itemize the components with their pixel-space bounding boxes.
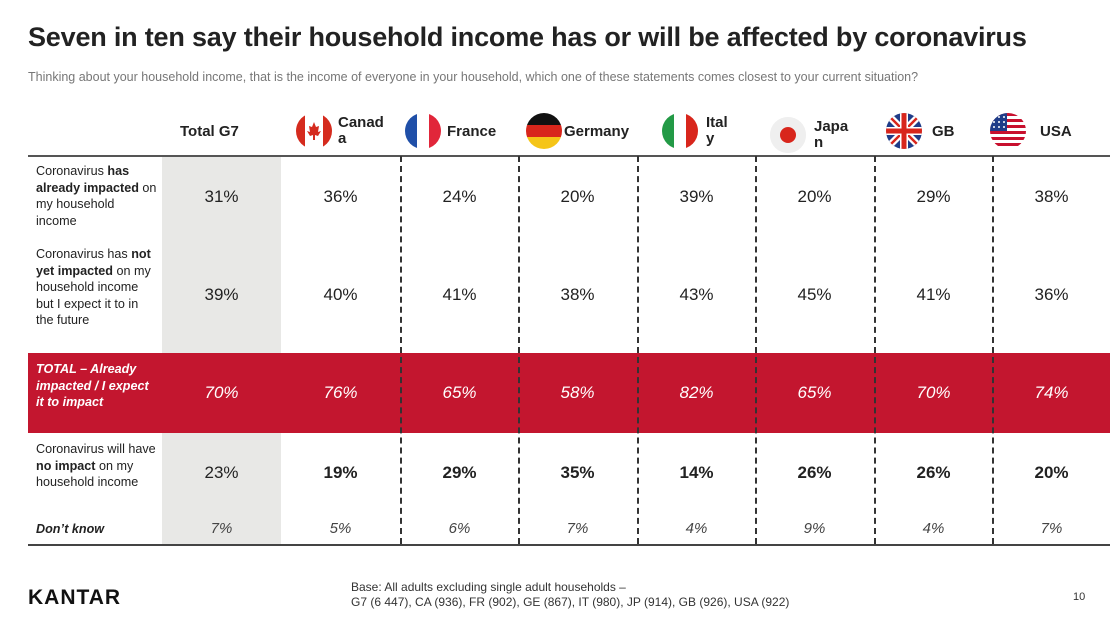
canada-flag-icon <box>296 113 332 149</box>
table-cell: 70% <box>204 383 239 402</box>
page-title: Seven in ten say their household income … <box>28 22 1027 52</box>
column-header-japan: Japa n <box>770 112 856 158</box>
column-header-label: GB <box>932 122 955 140</box>
table-cell: 43% <box>679 285 714 304</box>
table-cell: 26% <box>916 463 951 482</box>
table-cell: 7% <box>1040 520 1063 537</box>
table-cell: 58% <box>560 383 595 402</box>
row-label-dont-know: Don’t know <box>36 522 105 536</box>
table-cell: 41% <box>916 285 951 304</box>
table-bottom-border <box>28 544 1110 546</box>
table-cell: 38% <box>560 285 595 304</box>
column-header-gb: GB <box>886 108 955 154</box>
column-header-total-g7: Total G7 <box>180 108 239 154</box>
row-label-not-yet-impacted: Coronavirus has not yet impacted on my h… <box>36 247 151 327</box>
column-header-france: France <box>405 108 496 154</box>
table-cell: 14% <box>679 463 714 482</box>
row-label-no-impact: Coronavirus will have no impact on my ho… <box>36 442 156 489</box>
column-header-canada: Canad a <box>296 108 390 154</box>
table-cell: 65% <box>797 383 832 402</box>
column-header-label: France <box>447 122 497 140</box>
question-subtitle: Thinking about your household income, th… <box>28 70 919 84</box>
table-cell: 23% <box>204 463 239 482</box>
column-separator <box>874 156 876 544</box>
france-flag-icon <box>405 113 441 149</box>
table-cell: 35% <box>560 463 595 482</box>
table-cell: 20% <box>797 187 832 206</box>
table-cell: 40% <box>323 285 358 304</box>
table-cell: 45% <box>797 285 832 304</box>
table-cell: 4% <box>685 520 708 537</box>
column-separator <box>755 156 757 544</box>
table-cell: 20% <box>1034 463 1069 482</box>
base-note: Base: All adults excluding single adult … <box>351 580 789 610</box>
column-header-label: Canad a <box>338 114 384 147</box>
table-cell: 26% <box>797 463 832 482</box>
base-note-line-2: G7 (6 447), CA (936), FR (902), GE (867)… <box>351 595 790 609</box>
column-header-label: Germany <box>564 122 630 140</box>
table-cell: 29% <box>442 463 477 482</box>
column-header-usa: USA <box>990 108 1072 154</box>
table-cell: 29% <box>916 187 951 206</box>
gb-flag-icon <box>886 113 922 149</box>
table-cell: 74% <box>1034 383 1069 402</box>
table-cell: 31% <box>204 187 239 206</box>
column-separator <box>400 156 402 544</box>
column-header-italy: Ital y <box>662 108 734 154</box>
table-cell: 41% <box>442 285 477 304</box>
table-cell: 7% <box>566 520 589 537</box>
column-header-germany: Germany <box>526 108 629 154</box>
column-separator <box>637 156 639 544</box>
usa-flag-icon <box>990 113 1026 149</box>
italy-flag-icon <box>662 113 698 149</box>
column-header-label: Japa n <box>814 118 849 151</box>
germany-flag-icon <box>526 113 562 149</box>
total-row-band <box>28 353 1110 433</box>
row-label-already-impacted: Coronavirus has already impacted on my h… <box>36 164 157 228</box>
table-cell: 65% <box>442 383 477 402</box>
table-cell: 6% <box>448 520 471 537</box>
g7-column-background <box>162 155 281 546</box>
table-cell: 36% <box>1034 285 1069 304</box>
column-header-label: USA <box>1040 122 1072 140</box>
japan-flag-icon <box>770 117 806 153</box>
column-header-label: Total G7 <box>180 122 239 140</box>
page-number: 10 <box>1073 591 1086 603</box>
column-separator <box>518 156 520 544</box>
header-divider <box>28 155 1110 157</box>
table-cell: 24% <box>442 187 477 206</box>
column-header-label: Ital y <box>706 114 728 147</box>
results-table: Total G7 Canad a France Germany Ital y J… <box>28 100 1110 547</box>
table-cell: 19% <box>323 463 358 482</box>
table-cell: 9% <box>803 520 826 537</box>
table-cell: 39% <box>204 285 239 304</box>
table-cell: 36% <box>323 187 358 206</box>
table-cell: 7% <box>210 520 233 537</box>
table-cell: 4% <box>922 520 945 537</box>
kantar-logo: KANTAR <box>28 586 122 609</box>
table-cell: 38% <box>1034 187 1069 206</box>
table-cell: 39% <box>679 187 714 206</box>
table-cell: 20% <box>560 187 595 206</box>
table-cell: 82% <box>679 383 714 402</box>
table-cell: 70% <box>916 383 951 402</box>
column-separator <box>992 156 994 544</box>
table-cell: 76% <box>323 383 358 402</box>
row-label-total: TOTAL – Already impacted / I expect it t… <box>36 362 149 409</box>
table-cell: 5% <box>329 520 352 537</box>
base-note-line-1: Base: All adults excluding single adult … <box>351 580 626 594</box>
